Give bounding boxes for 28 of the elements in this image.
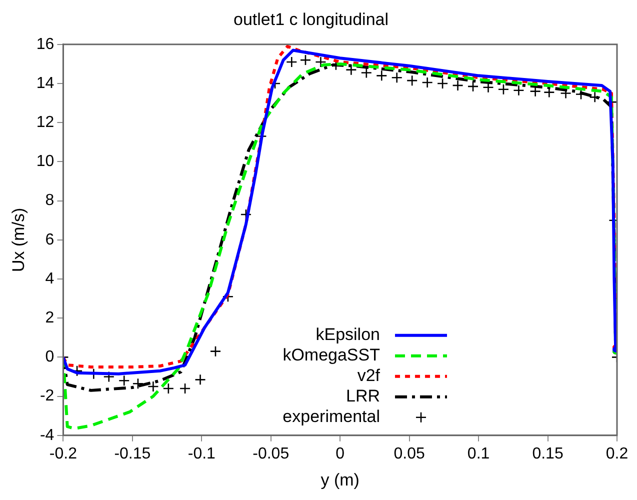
legend-label: v2f: [357, 366, 380, 386]
x-tick-label: -0.2: [49, 445, 78, 462]
y-tick-label: 14: [36, 74, 54, 92]
legend-label: kOmegaSST: [282, 346, 380, 365]
y-tick-label: -4: [40, 426, 54, 444]
x-tick-label: 0.2: [606, 445, 628, 462]
y-tick-label: 0: [45, 348, 54, 366]
x-tick-label: 0.15: [532, 445, 564, 462]
chart-title: outlet1 c longitudinal: [233, 10, 389, 29]
x-tick-label: -0.05: [252, 445, 290, 462]
y-tick-label: 12: [36, 114, 54, 132]
legend-label: LRR: [346, 386, 380, 406]
x-axis-title: y (m): [320, 470, 360, 490]
y-tick-label: 2: [45, 310, 54, 327]
y-tick-label: 6: [45, 231, 54, 248]
y-tick-label: 16: [36, 36, 54, 53]
x-tick-label: -0.15: [114, 445, 151, 462]
x-tick-label: -0.1: [188, 445, 216, 462]
x-tick-label: 0.1: [467, 445, 490, 462]
y-tick-label: -2: [40, 388, 54, 405]
y-tick-label: 10: [36, 153, 54, 170]
y-tick-label: 8: [45, 192, 54, 210]
legend-label: experimental: [282, 407, 380, 426]
y-axis-title: Ux (m/s): [8, 208, 28, 272]
x-tick-label: 0: [336, 445, 345, 462]
y-tick-label: 4: [45, 270, 54, 288]
x-tick-label: 0.05: [394, 445, 425, 462]
legend-label: kEpsilon: [316, 325, 380, 344]
